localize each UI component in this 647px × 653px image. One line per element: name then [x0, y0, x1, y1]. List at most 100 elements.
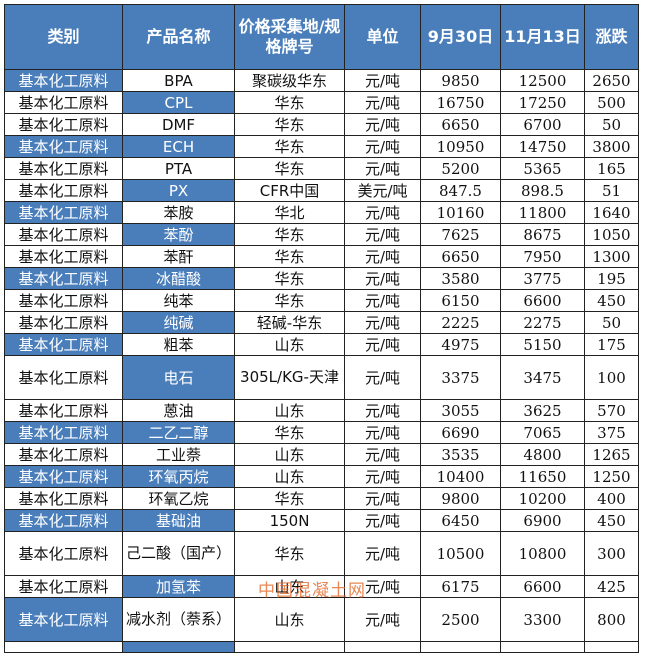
location-cell: 华北 [234, 201, 345, 224]
table-row: 基本化工原料 加氢苯 山东 元/吨 6175 6600 425 [4, 575, 639, 598]
price-sep30-cell: 4975 [420, 333, 501, 356]
category-cell: 基本化工原料 [4, 289, 123, 312]
category-cell: 基本化工原料 [4, 333, 123, 356]
price-sep30-cell: 2500 [420, 597, 501, 642]
product-cell: 环氧乙烷 [122, 487, 235, 510]
price-nov13-cell: 6600 [500, 575, 585, 598]
table-row: 基本化工原料 PTA 华东 元/吨 5200 5365 165 [4, 157, 639, 180]
table-row: 基本化工原料 纯苯 华东 元/吨 6150 6600 450 [4, 289, 639, 312]
product-cell: 工业萘 [122, 443, 235, 466]
table-row: 基本化工原料 BPA 聚碳级华东 元/吨 9850 12500 2650 [4, 69, 639, 92]
category-cell: 基本化工原料 [4, 575, 123, 598]
price-sep30-cell: 3580 [420, 267, 501, 290]
price-sep30-cell: 10950 [420, 135, 501, 158]
unit-cell: 元/吨 [344, 487, 421, 510]
table-row: 基本化工原料 苯胺 华北 元/吨 10160 11800 1640 [4, 201, 639, 224]
change-cell: 51 [584, 179, 639, 202]
price-nov13-cell: 5150 [500, 333, 585, 356]
location-cell: 山东 [234, 399, 345, 422]
price-nov13-cell: 12500 [500, 69, 585, 92]
header-date2: 11月13日 [500, 4, 585, 70]
location-cell: 山东 [234, 597, 345, 642]
price-nov13-cell: 7950 [500, 245, 585, 268]
empty-cell [344, 641, 421, 653]
table-row: 基本化工原料 CPL 华东 元/吨 16750 17250 500 [4, 91, 639, 114]
header-unit: 单位 [344, 4, 421, 70]
table-row: 基本化工原料 环氧乙烷 华东 元/吨 9800 10200 400 [4, 487, 639, 510]
category-cell: 基本化工原料 [4, 91, 123, 114]
product-cell: ECH [122, 135, 235, 158]
product-cell: BPA [122, 69, 235, 92]
unit-cell: 元/吨 [344, 245, 421, 268]
category-cell: 基本化工原料 [4, 135, 123, 158]
product-cell: 苯胺 [122, 201, 235, 224]
unit-cell: 元/吨 [344, 135, 421, 158]
empty-cell [234, 641, 345, 653]
product-cell: 二乙二醇 [122, 421, 235, 444]
change-cell: 450 [584, 289, 639, 312]
product-cell: CPL [122, 91, 235, 114]
price-sep30-cell: 7625 [420, 223, 501, 246]
location-cell: 华东 [234, 487, 345, 510]
location-cell: 山东 [234, 465, 345, 488]
empty-cell [584, 641, 639, 653]
table-row: 基本化工原料 电石 305L/KG-天津 元/吨 3375 3475 100 [4, 355, 639, 400]
location-cell: 轻碱-华东 [234, 311, 345, 334]
unit-cell: 元/吨 [344, 531, 421, 576]
category-cell: 基本化工原料 [4, 531, 123, 576]
table-row: 基本化工原料 苯酐 华东 元/吨 6650 7950 1300 [4, 245, 639, 268]
change-cell: 3800 [584, 135, 639, 158]
header-location: 价格采集地/规格牌号 [234, 4, 345, 70]
unit-cell: 元/吨 [344, 91, 421, 114]
price-nov13-cell: 2275 [500, 311, 585, 334]
table-row: 基本化工原料 苯酚 华东 元/吨 7625 8675 1050 [4, 223, 639, 246]
price-nov13-cell: 8675 [500, 223, 585, 246]
price-sep30-cell: 6175 [420, 575, 501, 598]
location-cell: 华东 [234, 223, 345, 246]
price-nov13-cell: 3475 [500, 355, 585, 400]
category-cell: 基本化工原料 [4, 69, 123, 92]
unit-cell: 元/吨 [344, 509, 421, 532]
price-sep30-cell: 10160 [420, 201, 501, 224]
header-date1: 9月30日 [420, 4, 501, 70]
change-cell: 165 [584, 157, 639, 180]
price-sep30-cell: 10400 [420, 465, 501, 488]
change-cell: 2650 [584, 69, 639, 92]
category-cell: 基本化工原料 [4, 399, 123, 422]
table-row: 基本化工原料 环氧丙烷 山东 元/吨 10400 11650 1250 [4, 465, 639, 488]
price-nov13-cell: 5365 [500, 157, 585, 180]
change-cell: 425 [584, 575, 639, 598]
price-sep30-cell: 6650 [420, 245, 501, 268]
location-cell: 305L/KG-天津 [234, 355, 345, 400]
change-cell: 1250 [584, 465, 639, 488]
product-cell: 基础油 [122, 509, 235, 532]
change-cell: 450 [584, 509, 639, 532]
location-cell: CFR中国 [234, 179, 345, 202]
location-cell: 山东 [234, 443, 345, 466]
empty-cell [122, 641, 235, 653]
product-cell: 粗苯 [122, 333, 235, 356]
table-row: 基本化工原料 工业萘 山东 元/吨 3535 4800 1265 [4, 443, 639, 466]
product-cell: 苯酐 [122, 245, 235, 268]
category-cell: 基本化工原料 [4, 421, 123, 444]
price-nov13-cell: 6900 [500, 509, 585, 532]
price-nov13-cell: 898.5 [500, 179, 585, 202]
location-cell: 聚碳级华东 [234, 69, 345, 92]
category-cell: 基本化工原料 [4, 487, 123, 510]
change-cell: 1300 [584, 245, 639, 268]
price-nov13-cell: 10200 [500, 487, 585, 510]
unit-cell: 元/吨 [344, 311, 421, 334]
price-sep30-cell: 2225 [420, 311, 501, 334]
unit-cell: 元/吨 [344, 399, 421, 422]
unit-cell: 元/吨 [344, 465, 421, 488]
unit-cell: 元/吨 [344, 157, 421, 180]
price-nov13-cell: 11650 [500, 465, 585, 488]
unit-cell: 元/吨 [344, 289, 421, 312]
product-cell: 冰醋酸 [122, 267, 235, 290]
price-nov13-cell: 11800 [500, 201, 585, 224]
unit-cell: 元/吨 [344, 443, 421, 466]
change-cell: 1050 [584, 223, 639, 246]
price-sep30-cell: 9800 [420, 487, 501, 510]
change-cell: 100 [584, 355, 639, 400]
location-cell: 华东 [234, 289, 345, 312]
